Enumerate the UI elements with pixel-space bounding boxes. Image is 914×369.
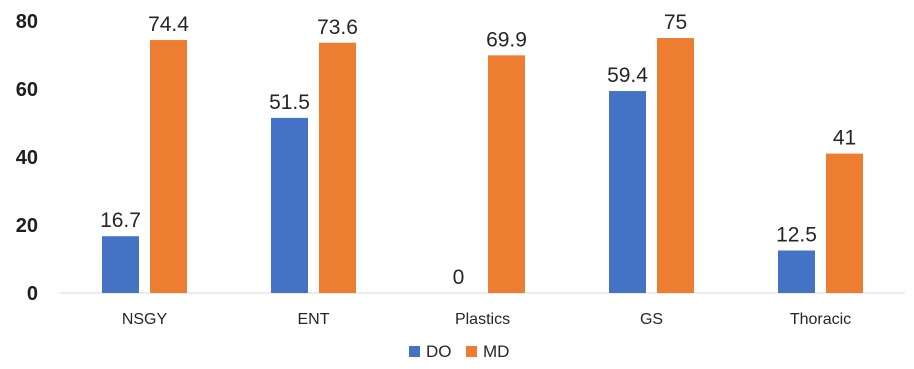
x-tick-label: GS <box>640 311 663 328</box>
data-label-md-nsgy: 74.4 <box>148 13 189 36</box>
data-label-do-ent: 51.5 <box>269 91 310 114</box>
x-tick-label: ENT <box>298 311 330 328</box>
bar-md-thoracic <box>826 153 863 293</box>
data-label-do-gs: 59.4 <box>607 64 648 87</box>
data-label-do-thoracic: 12.5 <box>776 224 817 247</box>
x-axis: NSGY ENT Plastics GS Thoracic <box>122 311 851 328</box>
data-label-md-plastics: 69.9 <box>486 28 527 51</box>
y-tick-label: 20 <box>16 215 38 237</box>
x-tick-label: Plastics <box>455 311 510 328</box>
legend-label-do: DO <box>426 342 452 361</box>
bar-do-gs <box>609 91 646 293</box>
legend-label-md: MD <box>483 342 509 361</box>
y-tick-label: 40 <box>16 147 38 169</box>
y-tick-label: 80 <box>16 11 38 33</box>
y-tick-label: 0 <box>27 283 38 305</box>
data-label-do-plastics: 0 <box>453 266 465 289</box>
data-labels: 16.7 74.4 51.5 73.6 0 69.9 59.4 75 12.5 41 <box>100 11 856 289</box>
data-label-md-gs: 75 <box>664 11 687 34</box>
bars <box>102 38 863 294</box>
data-label-md-ent: 73.6 <box>317 16 358 39</box>
bar-md-gs <box>657 38 694 293</box>
x-tick-label: NSGY <box>122 311 168 328</box>
bar-md-ent <box>319 42 356 294</box>
bar-do-nsgy <box>102 236 139 293</box>
y-tick-label: 60 <box>16 79 38 101</box>
legend-swatch-md <box>466 346 477 357</box>
bar-do-thoracic <box>778 250 815 293</box>
y-axis: 0 20 40 60 80 <box>16 11 38 305</box>
legend: DO MD <box>409 342 509 361</box>
bar-do-ent <box>271 117 308 294</box>
bar-md-plastics <box>488 55 525 294</box>
legend-swatch-do <box>409 346 420 357</box>
data-label-do-nsgy: 16.7 <box>100 209 141 232</box>
data-label-md-thoracic: 41 <box>833 127 856 150</box>
x-tick-label: Thoracic <box>790 311 851 328</box>
bar-md-nsgy <box>150 40 187 293</box>
